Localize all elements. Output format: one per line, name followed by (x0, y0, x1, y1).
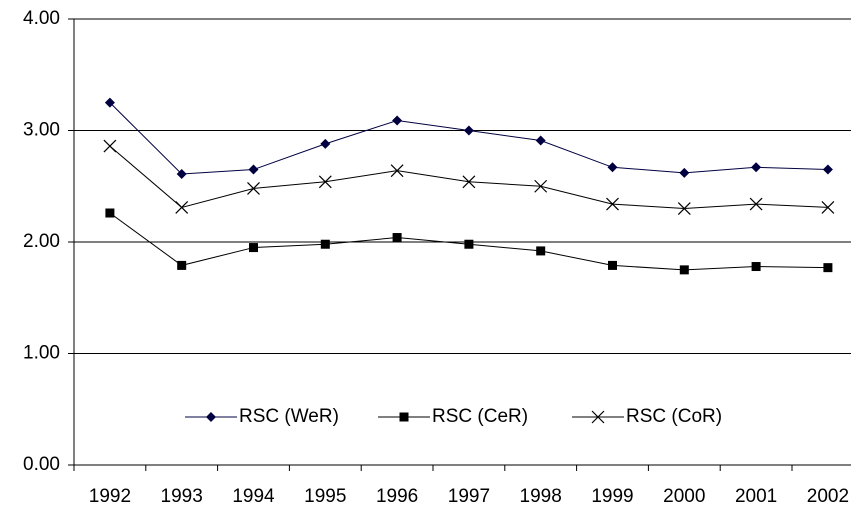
marker (679, 167, 690, 178)
marker (206, 412, 216, 422)
marker (104, 97, 115, 108)
marker (751, 162, 762, 173)
marker (536, 246, 546, 256)
series-line (109, 145, 828, 210)
marker (247, 182, 260, 195)
legend-label: RSC (CeR) (432, 406, 528, 427)
y-tick-label: 3.00 (23, 120, 60, 141)
marker (822, 164, 833, 175)
marker (176, 168, 187, 179)
marker (608, 260, 617, 270)
x-tick-label: 1994 (232, 486, 275, 507)
x-tick-label: 2001 (735, 486, 777, 507)
marker (535, 135, 546, 146)
x-tick-label: 2000 (663, 486, 705, 507)
marker (464, 239, 474, 249)
x-tick-label: 2002 (807, 486, 849, 507)
y-tick-label: 0.00 (23, 454, 60, 475)
marker (177, 260, 187, 270)
marker (821, 201, 835, 214)
y-tick-label: 4.00 (23, 8, 60, 29)
marker (462, 175, 476, 189)
y-tick-label: 1.00 (23, 343, 60, 364)
x-tick-label: 1995 (304, 486, 346, 507)
marker (103, 139, 117, 153)
marker (318, 175, 332, 189)
marker (607, 162, 618, 173)
x-tick-label: 1996 (376, 486, 418, 507)
series-line (109, 102, 828, 175)
marker (105, 208, 115, 218)
marker (463, 125, 474, 136)
marker (751, 262, 761, 272)
x-tick-label: 1999 (591, 486, 633, 507)
x-tick-label: 1997 (448, 486, 490, 507)
marker (606, 197, 619, 211)
x-tick-label: 1993 (161, 486, 203, 507)
marker (749, 197, 763, 211)
marker (677, 202, 691, 215)
marker (591, 410, 605, 424)
legend-label: RSC (WeR) (239, 406, 339, 427)
marker (320, 138, 331, 149)
marker (399, 412, 409, 422)
marker (175, 201, 189, 214)
marker (248, 164, 259, 175)
marker (823, 263, 833, 273)
marker (249, 243, 258, 253)
y-tick-label: 2.00 (23, 231, 60, 252)
x-tick-label: 1998 (520, 486, 562, 507)
marker (679, 265, 689, 275)
marker (390, 164, 404, 178)
legend-label: RSC (CoR) (626, 406, 722, 427)
marker (392, 233, 402, 243)
marker (392, 115, 403, 126)
marker (534, 179, 548, 193)
marker (320, 239, 330, 249)
x-tick-label: 1992 (89, 486, 131, 507)
